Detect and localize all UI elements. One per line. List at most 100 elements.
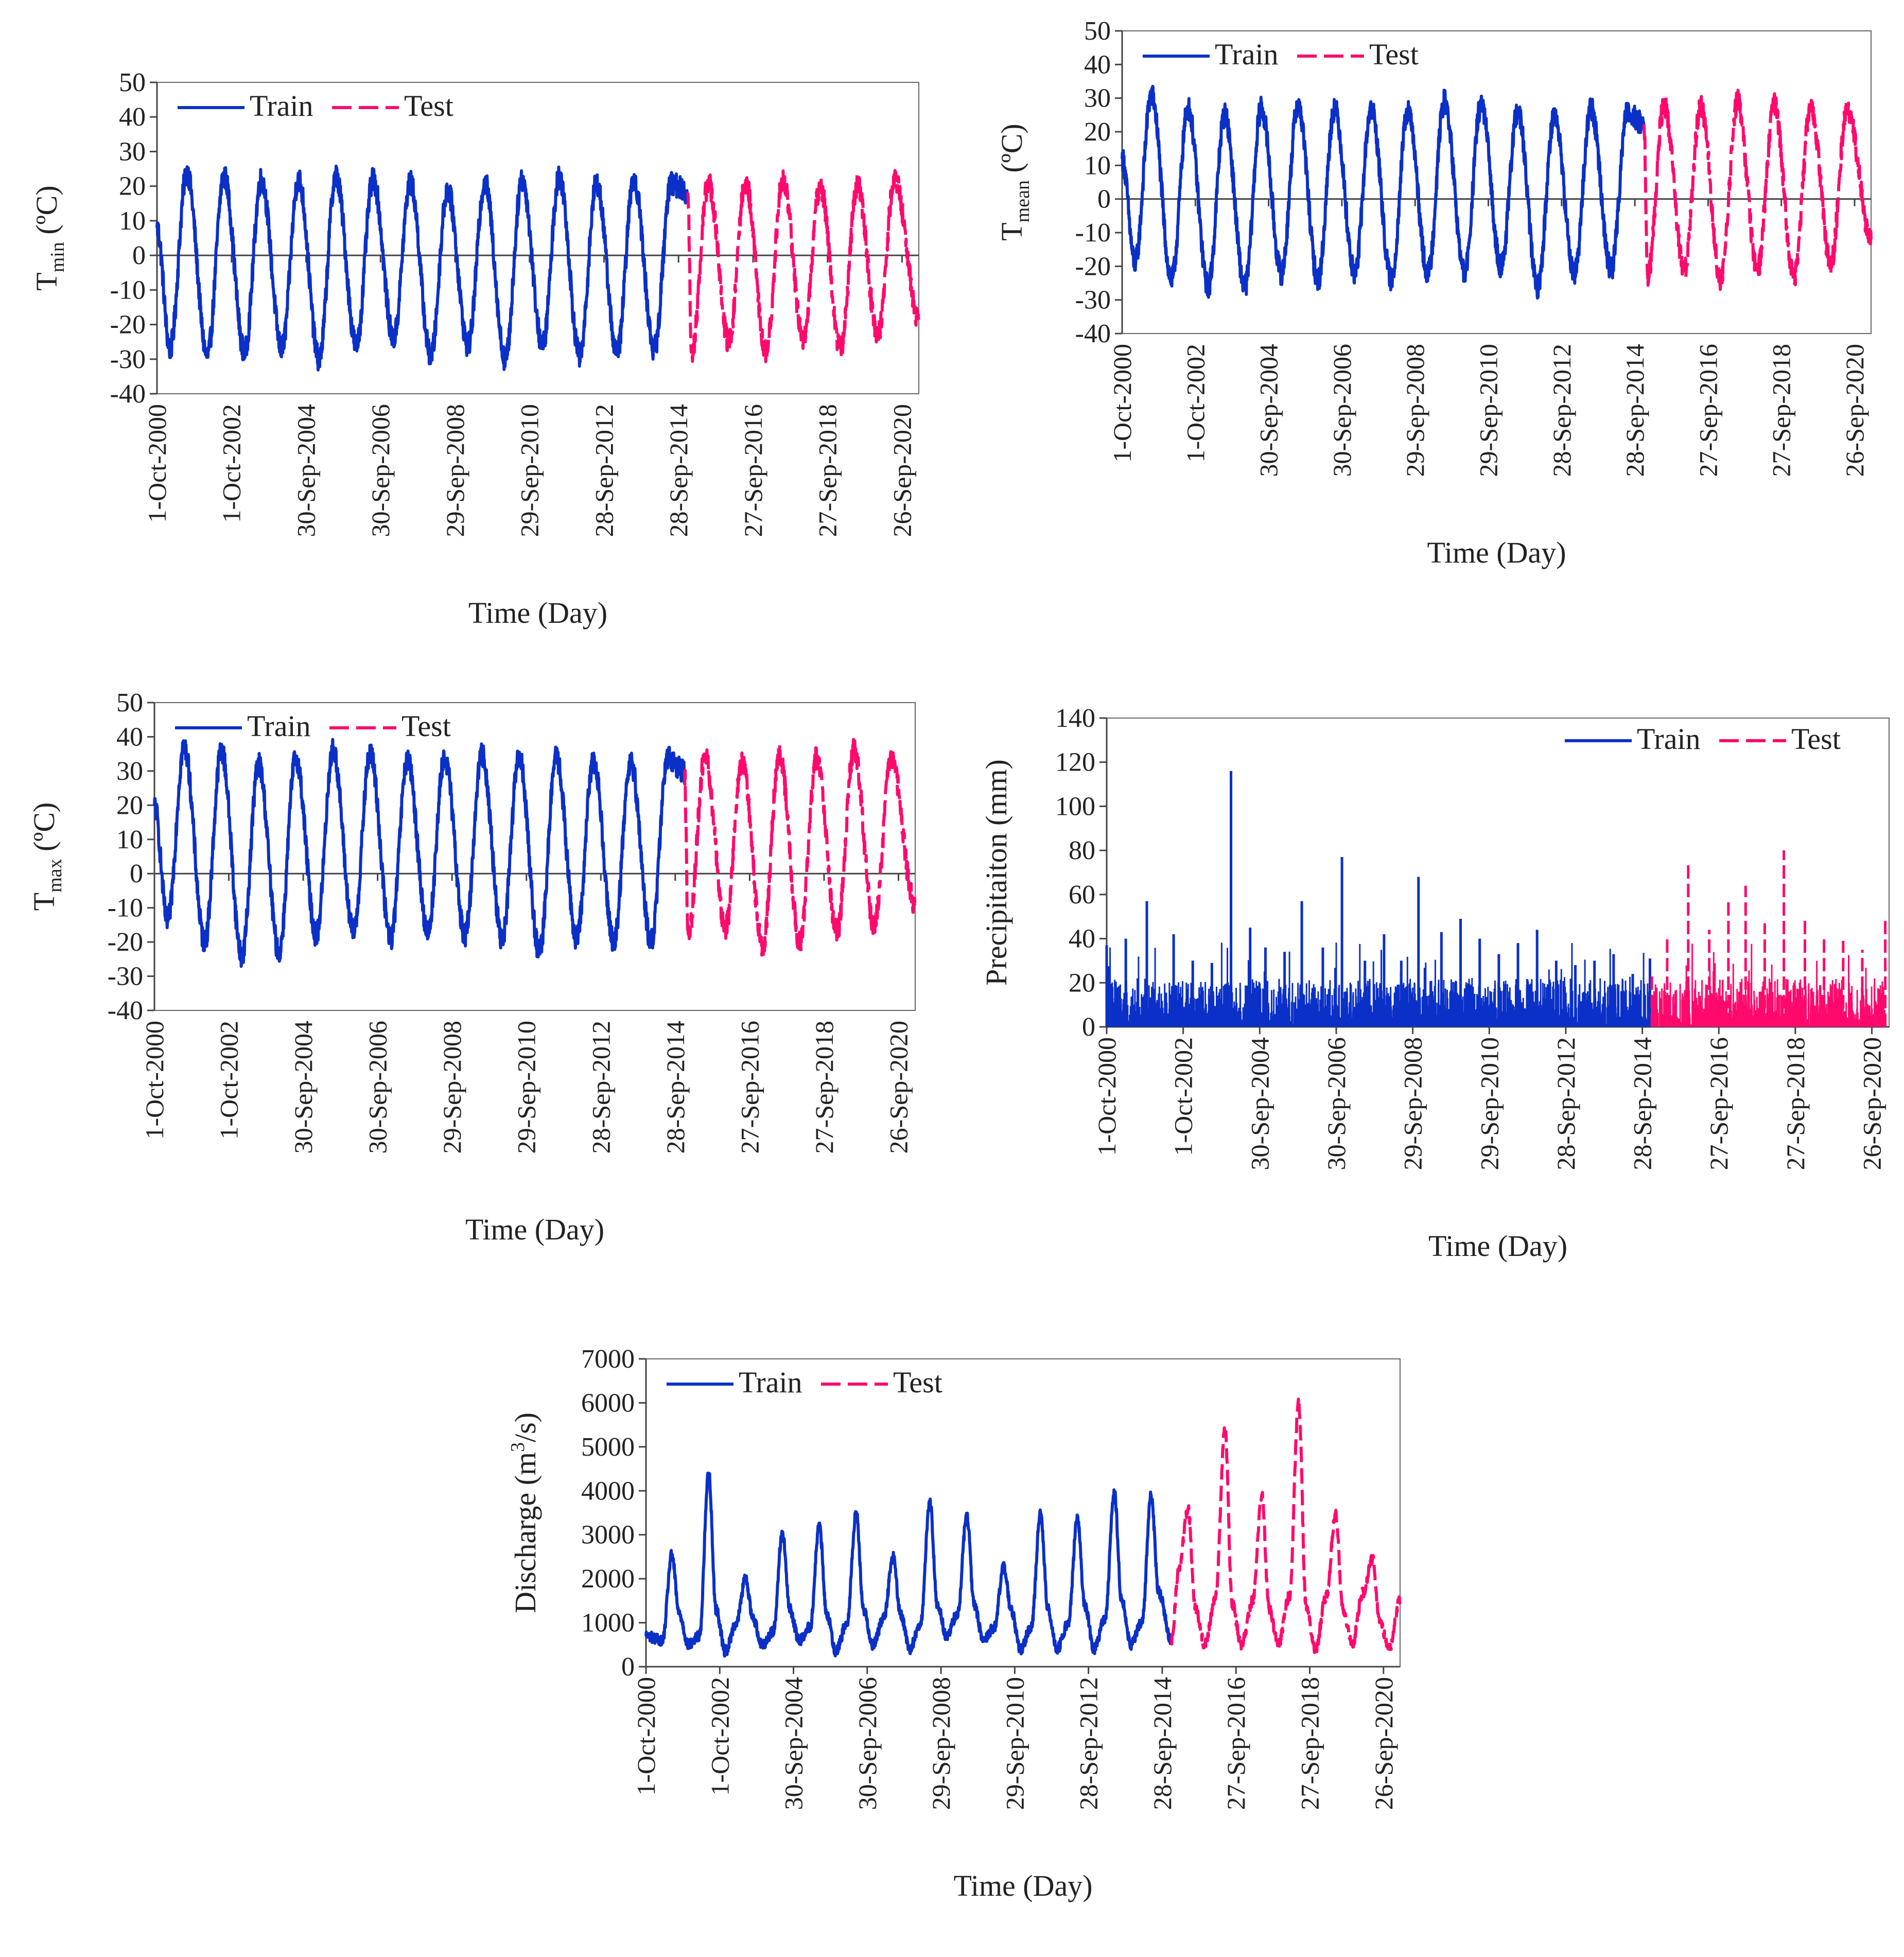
series-train-point xyxy=(203,941,206,943)
y-tick-label: 5000 xyxy=(581,1432,635,1462)
series-train-point xyxy=(240,954,243,957)
y-tick-label: 0 xyxy=(1097,185,1111,214)
series-train-point xyxy=(446,188,449,191)
series-test-point xyxy=(1187,1507,1190,1510)
y-tick-label: 60 xyxy=(1069,880,1095,910)
y-axis-label-unit: (ºC) xyxy=(27,802,61,859)
series-test-point xyxy=(1371,1558,1374,1560)
series-test-point xyxy=(1231,1604,1234,1606)
series-train-point xyxy=(592,759,595,762)
series-train-point xyxy=(1370,107,1372,110)
series-train-point xyxy=(1317,278,1319,281)
series-test-point xyxy=(1268,1608,1270,1611)
series-test-point xyxy=(707,181,710,184)
series-test-point xyxy=(1251,1599,1254,1602)
series-test-point xyxy=(744,181,747,184)
series-train xyxy=(153,738,686,968)
series-train-point xyxy=(936,1604,938,1606)
series-test-point xyxy=(761,944,764,947)
series-train-point xyxy=(919,1621,922,1624)
series-train-point xyxy=(278,951,281,954)
x-tick-label: 28-Sep-2014 xyxy=(1628,1037,1657,1170)
y-tick-label: 100 xyxy=(1055,792,1095,821)
series-test-point xyxy=(1351,1644,1353,1646)
x-tick-label: 1-Oct-2002 xyxy=(215,1021,243,1140)
chart-tmin: -40 -30 -20 -10 0 10 20 30 40 50 1-Oct-2000 1-Oct-2… xyxy=(30,68,920,630)
y-tick-label: -10 xyxy=(108,894,143,923)
chart-tmax: -40 -30 -20 -10 0 10 20 30 40 50 1-Oct-2000 1-Oct-2… xyxy=(27,688,917,1246)
legend-label-test: Test xyxy=(1369,38,1419,71)
series-train-point xyxy=(169,347,171,350)
series-train-point xyxy=(1443,100,1446,103)
series-train-point xyxy=(481,753,483,755)
series-test-point xyxy=(1700,103,1702,106)
series-test-point xyxy=(1214,1595,1217,1598)
x-tick-label: 27-Sep-2018 xyxy=(1767,344,1796,477)
chart-discharge: 0 1000 2000 3000 4000 5000 6000 7000 1-Oct-2000 1… xyxy=(507,1344,1402,1902)
series-train-point xyxy=(501,937,503,940)
y-tick-label: 2000 xyxy=(581,1564,635,1594)
x-tick-label: 28-Sep-2014 xyxy=(661,1021,690,1154)
x-tick-label: 29-Sep-2008 xyxy=(927,1677,955,1810)
series-train-point xyxy=(518,756,520,759)
y-axis-label-unit: (ºC) xyxy=(30,185,63,242)
series-train-point xyxy=(1224,114,1226,116)
x-tick-label: 1-Oct-2000 xyxy=(1108,344,1137,463)
series-train-point xyxy=(892,1556,894,1558)
series-train-point xyxy=(579,355,581,357)
series-train-point xyxy=(257,763,260,765)
y-axis-label-main: T xyxy=(30,272,63,290)
y-tick-label: 40 xyxy=(1069,924,1095,954)
series-train-point xyxy=(558,174,561,177)
x-tick-label: 27-Sep-2018 xyxy=(810,1021,839,1154)
y-axis-label-sub: mean xyxy=(1012,180,1034,222)
x-tick-label: 29-Sep-2008 xyxy=(438,1021,466,1154)
y-tick-label: -40 xyxy=(108,996,143,1025)
series-test-point xyxy=(1683,268,1686,271)
series-train-point xyxy=(1406,110,1409,113)
y-tick-label: -30 xyxy=(1075,286,1111,315)
series-train-point xyxy=(671,1553,673,1556)
series-train-point xyxy=(1427,272,1429,274)
y-tick-label: 40 xyxy=(119,102,146,132)
x-tick-label: 1-Oct-2000 xyxy=(632,1677,660,1796)
series-train-point xyxy=(483,181,486,184)
series-test-point xyxy=(1325,1595,1327,1598)
series-train-point xyxy=(1207,285,1210,288)
y-tick-label: 20 xyxy=(1084,117,1111,147)
series-test-point xyxy=(1277,1644,1280,1646)
x-tick-label: 30-Sep-2004 xyxy=(779,1677,808,1810)
series-train-point xyxy=(834,1650,837,1653)
y-tick-label: 6000 xyxy=(581,1388,635,1418)
legend-label-train: Train xyxy=(1637,722,1701,756)
series-train-point xyxy=(1093,1648,1095,1650)
series-test-point xyxy=(890,759,893,762)
y-tick-label: 50 xyxy=(119,68,146,97)
series-train-point xyxy=(855,1512,858,1514)
y-tick-label: 50 xyxy=(116,688,143,718)
series-train-point xyxy=(698,1635,701,1637)
series-test-point xyxy=(1399,1599,1401,1602)
series-train-point xyxy=(687,1644,690,1646)
series-train-point xyxy=(973,1604,975,1606)
series-train-point xyxy=(945,1635,948,1637)
legend-label-test: Test xyxy=(1791,722,1841,756)
series-train-point xyxy=(392,337,395,340)
series-test-point xyxy=(1736,100,1739,103)
x-tick-label: 28-Sep-2014 xyxy=(664,404,693,537)
series-train-point xyxy=(909,1648,911,1650)
x-tick-label: 26-Sep-2020 xyxy=(887,404,916,537)
y-tick-label: -10 xyxy=(1075,218,1111,248)
y-tick-label: 80 xyxy=(1069,836,1095,865)
series-test-point xyxy=(1720,278,1722,281)
legend-label-test: Test xyxy=(404,89,453,123)
series-train-point xyxy=(595,181,598,184)
series-train-point xyxy=(443,756,446,759)
y-tick-label: 0 xyxy=(621,1652,635,1682)
y-axis-label: Tmin (ºC) xyxy=(30,185,68,290)
series-test-point xyxy=(1646,275,1649,277)
series-train-point xyxy=(555,756,557,759)
y-tick-label: 40 xyxy=(116,722,143,752)
x-tick-label: 26-Sep-2020 xyxy=(884,1021,913,1154)
series-train-point xyxy=(1084,1604,1086,1606)
